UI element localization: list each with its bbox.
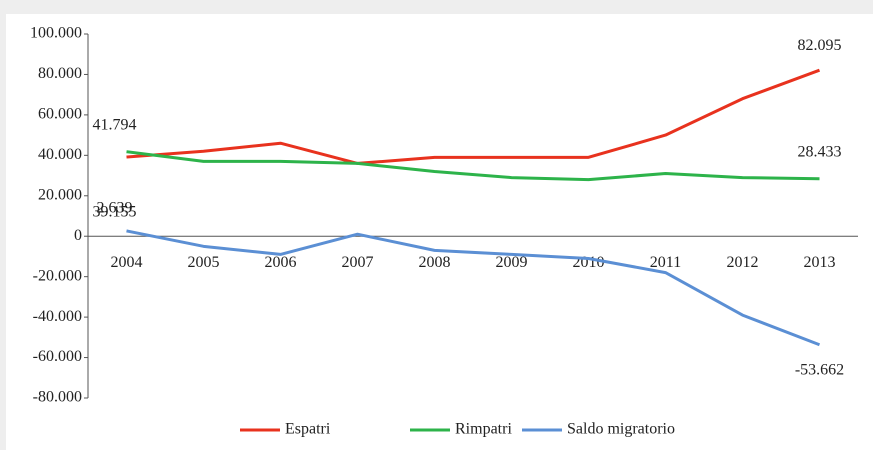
data-label: 39.155 bbox=[93, 204, 137, 221]
y-tick-label: -80.000 bbox=[33, 389, 82, 406]
data-label: -53.662 bbox=[795, 361, 844, 378]
data-label: 2.639 bbox=[97, 200, 133, 217]
y-tick-label: 80.000 bbox=[38, 65, 82, 82]
series-line bbox=[126, 150, 820, 182]
x-tick-label: 2005 bbox=[188, 254, 220, 271]
x-tick-label: 2006 bbox=[265, 254, 297, 271]
y-tick-label: 0 bbox=[74, 227, 82, 244]
y-tick-label: 40.000 bbox=[38, 146, 82, 163]
y-tick-label: 100.000 bbox=[30, 25, 82, 42]
series-line bbox=[126, 229, 821, 347]
x-tick-label: 2008 bbox=[419, 254, 451, 271]
x-tick-label: 2011 bbox=[650, 254, 681, 271]
data-label: 41.794 bbox=[93, 116, 137, 133]
chart-background bbox=[6, 14, 873, 450]
legend-label: Rimpatri bbox=[455, 421, 512, 438]
x-tick-label: 2004 bbox=[111, 254, 143, 271]
series-line bbox=[126, 68, 821, 165]
y-tick-label: -60.000 bbox=[33, 348, 82, 365]
data-label: 82.095 bbox=[798, 37, 842, 54]
legend-label: Saldo migratorio bbox=[567, 421, 675, 438]
y-tick-label: -20.000 bbox=[33, 267, 82, 284]
x-tick-label: 2009 bbox=[496, 254, 528, 271]
x-tick-label: 2013 bbox=[804, 254, 836, 271]
legend-label: Espatri bbox=[285, 421, 331, 438]
x-tick-label: 2012 bbox=[727, 254, 759, 271]
data-label: 28.433 bbox=[798, 143, 842, 160]
x-tick-label: 2007 bbox=[342, 254, 374, 271]
y-tick-label: 20.000 bbox=[38, 186, 82, 203]
y-tick-label: 60.000 bbox=[38, 106, 82, 123]
y-tick-label: -40.000 bbox=[33, 308, 82, 325]
